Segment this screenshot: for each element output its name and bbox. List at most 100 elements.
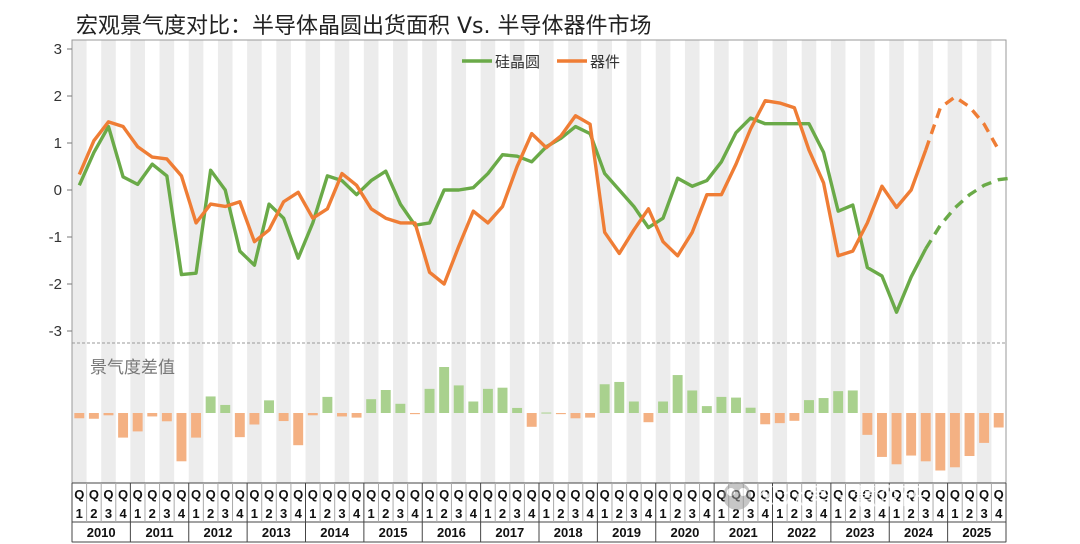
- diff-bar: [234, 413, 245, 438]
- quarter-label-num: 2: [966, 506, 973, 521]
- quarter-band: [860, 40, 875, 343]
- quarter-label-top: Q: [366, 487, 376, 502]
- quarter-band: [276, 40, 291, 343]
- quarter-label-num: 1: [893, 506, 900, 521]
- diff-bar: [964, 413, 975, 457]
- diff-bar: [570, 413, 581, 419]
- quarter-label-num: 2: [441, 506, 448, 521]
- quarter-band: [130, 40, 145, 343]
- quarter-label-top: Q: [906, 487, 916, 502]
- diff-bar: [147, 413, 158, 417]
- quarter-label-num: 4: [586, 506, 594, 521]
- quarter-label-top: Q: [89, 487, 99, 502]
- quarter-label-top: Q: [352, 487, 362, 502]
- year-label: 2013: [262, 525, 291, 540]
- quarter-label-top: Q: [103, 487, 113, 502]
- quarter-label-top: Q: [454, 487, 464, 502]
- quarter-label-num: 3: [222, 506, 229, 521]
- quarter-band: [947, 40, 963, 343]
- diff-bar: [628, 401, 639, 413]
- quarter-label-top: Q: [629, 487, 639, 502]
- chart-title: 宏观景气度对比：半导体晶圆出货面积 Vs. 半导体器件市场: [76, 14, 652, 39]
- quarter-label-top: Q: [381, 487, 391, 502]
- quarter-band: [334, 40, 350, 343]
- diff-bar: [701, 406, 712, 413]
- diff-bar: [439, 367, 450, 413]
- quarter-label-top: Q: [614, 487, 624, 502]
- quarter-label-num: 3: [980, 506, 987, 521]
- quarter-label-num: 4: [353, 506, 361, 521]
- diff-bar: [220, 404, 231, 413]
- quarter-label-num: 4: [178, 506, 186, 521]
- diff-bar: [322, 396, 333, 413]
- year-label: 2025: [962, 525, 991, 540]
- diff-bar: [920, 413, 931, 462]
- diff-bars: [74, 367, 1004, 471]
- quarter-label-num: 3: [630, 506, 637, 521]
- quarter-label-top: Q: [527, 487, 537, 502]
- legend-label-1: 硅晶圆: [495, 53, 540, 71]
- diff-bar: [526, 413, 537, 427]
- diff-bar: [74, 413, 85, 419]
- diff-bar: [176, 413, 187, 462]
- quarter-band: [772, 40, 788, 343]
- diff-bar: [804, 400, 814, 413]
- quarter-label-num: 1: [192, 506, 199, 521]
- quarter-label-top: Q: [950, 487, 960, 502]
- quarter-label-num: 4: [995, 506, 1003, 521]
- quarter-label-top: Q: [249, 487, 259, 502]
- quarter-label-num: 1: [134, 506, 141, 521]
- quarter-label-num: 4: [937, 506, 945, 521]
- quarter-label-num: 2: [149, 506, 156, 521]
- quarter-band: [626, 40, 642, 343]
- quarter-label-num: 4: [470, 506, 478, 521]
- diff-label: 景气度差值: [90, 358, 175, 378]
- diff-bar: [453, 385, 464, 413]
- quarter-label-num: 3: [922, 506, 929, 521]
- year-label: 2015: [379, 525, 408, 540]
- quarter-band: [72, 40, 87, 343]
- quarter-label-top: Q: [702, 487, 712, 502]
- diff-bar: [118, 413, 129, 438]
- diff-bar: [512, 407, 523, 413]
- legend-label-2: 器件: [590, 53, 620, 71]
- quarter-label-num: 1: [76, 506, 83, 521]
- legend: 硅晶圆 器件: [462, 53, 620, 71]
- quarter-label-num: 1: [543, 506, 550, 521]
- diff-bar: [876, 413, 887, 457]
- quarter-label-top: Q: [395, 487, 405, 502]
- diff-bar: [658, 401, 669, 413]
- diff-bar: [731, 397, 741, 413]
- quarter-label-top: Q: [176, 487, 186, 502]
- diff-bar: [847, 390, 858, 413]
- diff-bar: [862, 413, 873, 435]
- quarter-label-top: Q: [891, 487, 901, 502]
- diff-bar: [482, 388, 493, 413]
- quarter-label-num: 1: [951, 506, 958, 521]
- quarter-band: [188, 40, 204, 343]
- quarter-band: [743, 40, 758, 343]
- quarter-label-top: Q: [687, 487, 697, 502]
- series-line-2-forecast: [924, 94, 1001, 151]
- diff-bar: [818, 398, 829, 413]
- diff-bar: [337, 413, 347, 417]
- quarter-band: [889, 40, 904, 343]
- quarter-band: [422, 40, 437, 343]
- quarter-band: [976, 40, 992, 343]
- quarter-label-top: Q: [439, 487, 449, 502]
- year-label: 2010: [87, 525, 116, 540]
- quarter-label-num: 3: [689, 506, 696, 521]
- quarter-label-num: 4: [236, 506, 244, 521]
- diff-bar: [88, 413, 99, 419]
- diff-bar: [293, 413, 304, 446]
- quarter-label-top: Q: [191, 487, 201, 502]
- quarter-label-num: 2: [265, 506, 272, 521]
- quarter-label-top: Q: [293, 487, 303, 502]
- quarter-label-top: Q: [935, 487, 945, 502]
- diff-bar: [614, 381, 625, 413]
- diff-bar: [307, 413, 318, 416]
- year-bands: [72, 40, 992, 483]
- quarter-label-top: Q: [410, 487, 420, 502]
- year-label: 2019: [612, 525, 641, 540]
- quarter-label-num: 1: [368, 506, 375, 521]
